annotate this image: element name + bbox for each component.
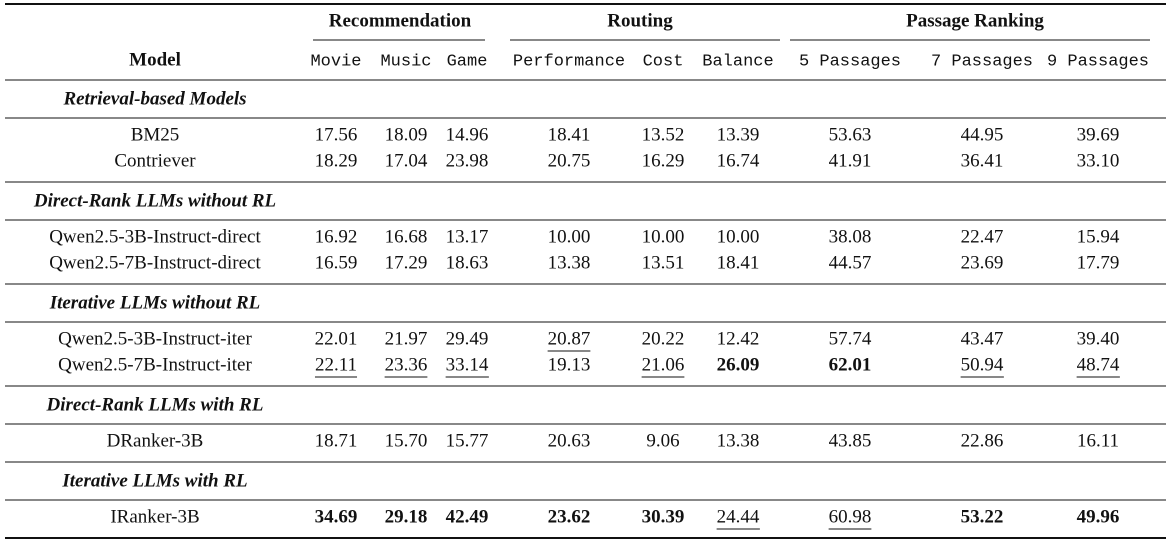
cell-value: 18.29 bbox=[315, 150, 358, 171]
model-name: Qwen2.5-3B-Instruct-direct bbox=[49, 226, 261, 247]
model-name: BM25 bbox=[131, 124, 180, 145]
cell-value: 17.29 bbox=[385, 252, 428, 273]
section-title: Direct-Rank LLMs without RL bbox=[33, 190, 276, 211]
cell-value: 18.09 bbox=[385, 124, 428, 145]
column-header: Music bbox=[380, 52, 431, 71]
cell-value: 16.11 bbox=[1077, 430, 1119, 451]
cell-value: 41.91 bbox=[829, 150, 872, 171]
cell-value: 23.98 bbox=[446, 150, 489, 171]
cell-value: 48.74 bbox=[1077, 354, 1120, 375]
model-name: Qwen2.5-3B-Instruct-iter bbox=[58, 328, 252, 349]
cell-value: 13.38 bbox=[717, 430, 760, 451]
cell-value: 13.52 bbox=[642, 124, 685, 145]
column-header: 9 Passages bbox=[1047, 52, 1149, 71]
cell-value: 23.36 bbox=[385, 354, 428, 375]
cell-value: 10.00 bbox=[642, 226, 685, 247]
cell-value: 43.85 bbox=[829, 430, 872, 451]
section-title: Retrieval-based Models bbox=[62, 88, 246, 109]
cell-value: 49.96 bbox=[1077, 506, 1120, 527]
model-name: Contriever bbox=[114, 150, 196, 171]
column-header: Performance bbox=[513, 52, 625, 71]
column-header: 5 Passages bbox=[799, 52, 901, 71]
cell-value: 29.49 bbox=[446, 328, 489, 349]
section-title: Iterative LLMs without RL bbox=[49, 292, 261, 313]
cell-value: 22.11 bbox=[315, 354, 357, 375]
cell-value: 21.06 bbox=[642, 354, 685, 375]
cell-value: 13.51 bbox=[642, 252, 685, 273]
cell-value: 42.49 bbox=[446, 506, 489, 527]
cell-value: 24.44 bbox=[717, 506, 760, 527]
cell-value: 38.08 bbox=[829, 226, 872, 247]
cell-value: 43.47 bbox=[961, 328, 1004, 349]
group-header: Routing bbox=[607, 10, 673, 31]
cell-value: 10.00 bbox=[548, 226, 591, 247]
cell-value: 36.41 bbox=[961, 150, 1004, 171]
cell-value: 44.57 bbox=[829, 252, 872, 273]
model-name: DRanker-3B bbox=[107, 430, 204, 451]
group-header: Passage Ranking bbox=[906, 10, 1044, 31]
cell-value: 12.42 bbox=[717, 328, 760, 349]
cell-value: 16.92 bbox=[315, 226, 358, 247]
column-header: Cost bbox=[643, 52, 684, 71]
cell-value: 19.13 bbox=[548, 354, 591, 375]
cell-value: 53.22 bbox=[961, 506, 1004, 527]
cell-value: 34.69 bbox=[315, 506, 358, 527]
cell-value: 15.94 bbox=[1077, 226, 1120, 247]
cell-value: 18.71 bbox=[315, 430, 358, 451]
cell-value: 16.68 bbox=[385, 226, 428, 247]
section-title: Direct-Rank LLMs with RL bbox=[46, 394, 264, 415]
cell-value: 17.79 bbox=[1077, 252, 1120, 273]
cell-value: 62.01 bbox=[829, 354, 872, 375]
cell-value: 15.70 bbox=[385, 430, 428, 451]
cell-value: 13.38 bbox=[548, 252, 591, 273]
cell-value: 13.17 bbox=[446, 226, 489, 247]
cell-value: 22.47 bbox=[961, 226, 1004, 247]
cell-value: 60.98 bbox=[829, 506, 872, 527]
cell-value: 23.62 bbox=[548, 506, 591, 527]
cell-value: 44.95 bbox=[961, 124, 1004, 145]
cell-value: 20.87 bbox=[548, 328, 591, 349]
cell-value: 9.06 bbox=[646, 430, 679, 451]
cell-value: 18.63 bbox=[446, 252, 489, 273]
cell-value: 17.56 bbox=[315, 124, 358, 145]
cell-value: 10.00 bbox=[717, 226, 760, 247]
cell-value: 13.39 bbox=[717, 124, 760, 145]
cell-value: 20.22 bbox=[642, 328, 685, 349]
cell-value: 39.69 bbox=[1077, 124, 1120, 145]
cell-value: 20.75 bbox=[548, 150, 591, 171]
model-name: IRanker-3B bbox=[110, 506, 199, 527]
column-header: Movie bbox=[310, 52, 361, 71]
group-header: Recommendation bbox=[329, 10, 472, 31]
model-name: Qwen2.5-7B-Instruct-direct bbox=[49, 252, 261, 273]
cell-value: 39.40 bbox=[1077, 328, 1120, 349]
cell-value: 57.74 bbox=[829, 328, 872, 349]
cell-value: 16.59 bbox=[315, 252, 358, 273]
cell-value: 33.14 bbox=[446, 354, 489, 375]
cell-value: 50.94 bbox=[961, 354, 1004, 375]
column-header: Balance bbox=[702, 52, 773, 71]
cell-value: 26.09 bbox=[717, 354, 760, 375]
cell-value: 17.04 bbox=[385, 150, 428, 171]
cell-value: 18.41 bbox=[717, 252, 760, 273]
cell-value: 14.96 bbox=[446, 124, 489, 145]
cell-value: 30.39 bbox=[642, 506, 685, 527]
cell-value: 29.18 bbox=[385, 506, 428, 527]
cell-value: 53.63 bbox=[829, 124, 872, 145]
cell-value: 16.29 bbox=[642, 150, 685, 171]
column-header: Game bbox=[447, 52, 488, 71]
cell-value: 16.74 bbox=[717, 150, 760, 171]
cell-value: 20.63 bbox=[548, 430, 591, 451]
model-name: Qwen2.5-7B-Instruct-iter bbox=[58, 354, 252, 375]
column-header: 7 Passages bbox=[931, 52, 1033, 71]
model-header: Model bbox=[129, 49, 181, 70]
cell-value: 23.69 bbox=[961, 252, 1004, 273]
cell-value: 21.97 bbox=[385, 328, 428, 349]
cell-value: 15.77 bbox=[446, 430, 489, 451]
cell-value: 18.41 bbox=[548, 124, 591, 145]
section-title: Iterative LLMs with RL bbox=[61, 470, 247, 491]
cell-value: 33.10 bbox=[1077, 150, 1120, 171]
cell-value: 22.01 bbox=[315, 328, 358, 349]
cell-value: 22.86 bbox=[961, 430, 1004, 451]
